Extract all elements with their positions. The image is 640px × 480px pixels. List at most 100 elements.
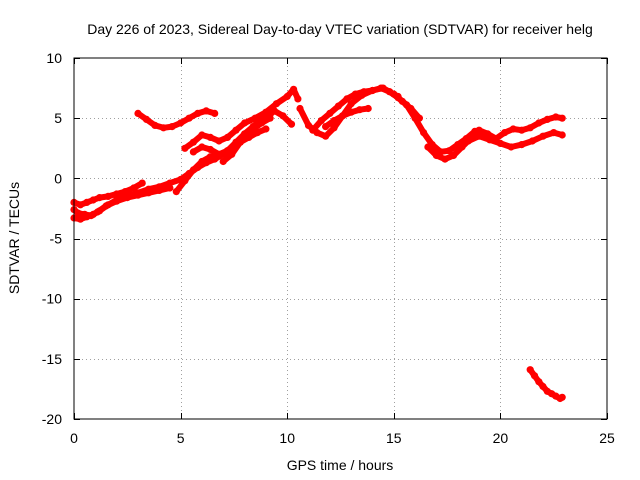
series-track-d xyxy=(134,107,219,132)
data-point xyxy=(296,104,304,113)
tick-layer: 0 5 10 15 20 25 -20 -15 -10 -5 0 5 10 xyxy=(42,50,615,446)
data-point xyxy=(334,102,342,110)
y-tick-label: -15 xyxy=(42,351,62,367)
data-point xyxy=(424,143,432,151)
plot-frame xyxy=(73,57,608,420)
data-point xyxy=(475,132,483,140)
data-point xyxy=(403,101,411,109)
data-point xyxy=(539,132,547,140)
series-track-o xyxy=(526,366,566,403)
x-tick-label: 20 xyxy=(493,430,509,446)
data-point xyxy=(198,131,206,139)
data-point xyxy=(93,208,102,216)
data-point xyxy=(290,85,298,93)
data-point xyxy=(330,117,338,125)
series-track-h xyxy=(219,107,296,166)
data-point xyxy=(198,157,206,166)
data-point xyxy=(347,100,355,108)
series-track-b xyxy=(70,184,174,220)
y-tick-label: -10 xyxy=(42,291,62,307)
data-point xyxy=(198,143,206,151)
x-tick-label: 5 xyxy=(177,430,185,446)
data-point xyxy=(142,115,151,123)
data-point xyxy=(215,137,223,145)
data-point xyxy=(223,133,232,141)
data-point xyxy=(377,84,385,92)
data-layer xyxy=(70,84,566,403)
data-point xyxy=(364,104,372,113)
data-point xyxy=(189,138,197,146)
data-point xyxy=(558,131,566,139)
data-point xyxy=(558,393,566,401)
data-point xyxy=(181,177,189,185)
data-point xyxy=(219,157,227,166)
data-point xyxy=(113,190,121,198)
data-point xyxy=(475,126,483,134)
data-point xyxy=(518,141,526,149)
data-point xyxy=(304,121,313,129)
data-point xyxy=(287,120,296,128)
data-point xyxy=(309,126,317,134)
data-point xyxy=(123,194,131,202)
data-point xyxy=(339,112,347,120)
data-point xyxy=(441,155,449,163)
data-point xyxy=(322,123,330,131)
data-point xyxy=(543,115,551,123)
data-point xyxy=(539,382,547,391)
data-point xyxy=(113,197,121,205)
data-point xyxy=(102,202,110,210)
data-point xyxy=(172,188,180,196)
data-point xyxy=(411,114,419,122)
data-point xyxy=(501,129,509,137)
data-point xyxy=(326,109,334,117)
data-point xyxy=(496,139,504,147)
y-tick-label: -5 xyxy=(50,231,63,247)
data-point xyxy=(83,198,91,206)
x-axis-label: GPS time / hours xyxy=(287,457,394,473)
data-point xyxy=(211,109,219,117)
data-point xyxy=(279,112,287,120)
x-tick-label: 15 xyxy=(386,430,402,446)
data-point xyxy=(356,106,364,114)
data-point xyxy=(194,109,202,117)
data-point xyxy=(166,184,174,192)
data-point xyxy=(74,209,82,217)
data-point xyxy=(206,145,214,154)
data-point xyxy=(134,109,142,117)
data-point xyxy=(236,138,244,146)
y-axis-label: SDTVAR / TECUs xyxy=(6,182,22,294)
data-point xyxy=(232,126,240,134)
series-track-k xyxy=(322,104,372,131)
data-point xyxy=(528,137,537,145)
data-point xyxy=(368,86,377,95)
data-point xyxy=(206,133,214,141)
data-point xyxy=(385,88,394,96)
data-point xyxy=(181,144,189,152)
series-track-c xyxy=(70,179,146,209)
data-point xyxy=(343,95,351,103)
data-point xyxy=(104,192,112,200)
data-point xyxy=(89,196,97,204)
data-point xyxy=(177,119,185,127)
chart-title: Day 226 of 2023, Sidereal Day-to-day VTE… xyxy=(87,21,593,37)
data-point xyxy=(145,189,153,197)
data-point xyxy=(130,184,138,192)
data-point xyxy=(189,166,197,174)
data-point xyxy=(283,92,291,101)
data-point xyxy=(228,150,236,158)
data-point xyxy=(330,124,338,132)
x-tick-label: 10 xyxy=(279,430,295,446)
data-point xyxy=(270,107,278,115)
data-point xyxy=(518,126,526,134)
data-point xyxy=(272,100,281,108)
series-track-n xyxy=(464,129,566,151)
data-point xyxy=(347,108,355,116)
data-point xyxy=(558,114,566,122)
data-point xyxy=(552,113,560,121)
data-point xyxy=(241,119,249,127)
data-point xyxy=(253,121,261,129)
data-point xyxy=(76,201,84,209)
